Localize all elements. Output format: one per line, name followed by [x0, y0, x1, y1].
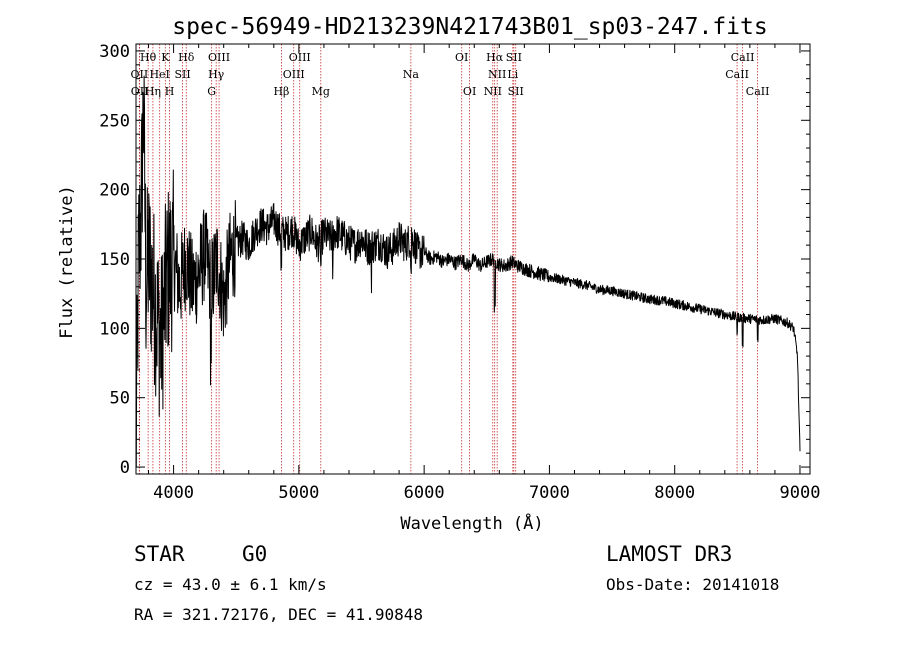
x-axis-label: Wavelength (Å)	[400, 512, 543, 534]
line-label: K	[161, 51, 170, 64]
redshift-info: cz = 43.0 ± 6.1 km/s	[134, 575, 327, 594]
obs-date: Obs-Date: 20141018	[606, 575, 779, 594]
x-tick-label: 8000	[654, 483, 695, 503]
line-label: OIII	[208, 51, 230, 64]
line-label: Li	[507, 68, 518, 81]
chart-title: spec-56949-HD213239N421743B01_sp03-247.f…	[172, 14, 767, 40]
line-label: OI	[463, 85, 476, 98]
line-label: OII	[131, 85, 149, 98]
line-label: OI	[455, 51, 468, 64]
line-label: CaII	[746, 85, 770, 98]
emission-lines-group	[138, 44, 759, 474]
line-label: CaII	[731, 51, 755, 64]
y-tick-label: 250	[99, 111, 130, 131]
x-tick-label: 6000	[404, 483, 445, 503]
line-label: Na	[403, 68, 420, 81]
x-tick-label: 7000	[529, 483, 570, 503]
y-tick-label: 50	[110, 389, 130, 409]
coordinates: RA = 321.72176, DEC = 41.90848	[134, 605, 423, 624]
object-subclass: G0	[242, 542, 267, 566]
x-tick-label: 5000	[278, 483, 319, 503]
line-label: SII	[506, 51, 522, 64]
y-tick-label: 300	[99, 42, 130, 62]
line-label: Hη	[145, 85, 161, 98]
y-tick-label: 150	[99, 250, 130, 270]
line-label: Hα	[486, 51, 504, 64]
line-label: HeI	[149, 68, 169, 81]
survey-name: LAMOST DR3	[606, 542, 732, 566]
object-class: STAR	[134, 542, 185, 566]
line-label: G	[207, 85, 216, 98]
x-tick-label: 9000	[780, 483, 821, 503]
spectrum-group	[135, 75, 801, 468]
line-label: SII	[174, 68, 190, 81]
line-label: H	[165, 85, 175, 98]
line-label: OIII	[289, 51, 311, 64]
spectrum-line	[135, 75, 801, 468]
line-label: CaII	[725, 68, 749, 81]
line-label: Mg	[312, 85, 330, 98]
line-label: Hβ	[273, 85, 289, 98]
y-tick-label: 200	[99, 181, 130, 201]
line-label: OIII	[283, 68, 305, 81]
y-axis-label: Flux (relative)	[57, 185, 77, 339]
line-label: NII	[484, 85, 502, 98]
line-label: Hδ	[178, 51, 195, 64]
y-tick-label: 0	[120, 458, 130, 478]
x-tick-label: 4000	[153, 483, 194, 503]
line-label: Hθ	[140, 51, 157, 64]
ticks-group: 4000 5000 6000 7000 8000 9000 0 50 100 150 200 250 3…	[99, 42, 820, 503]
line-label: Hγ	[208, 68, 225, 81]
line-label: SII	[508, 85, 524, 98]
line-label: NII	[488, 68, 506, 81]
line-label: OII	[131, 68, 149, 81]
y-tick-label: 100	[99, 319, 130, 339]
